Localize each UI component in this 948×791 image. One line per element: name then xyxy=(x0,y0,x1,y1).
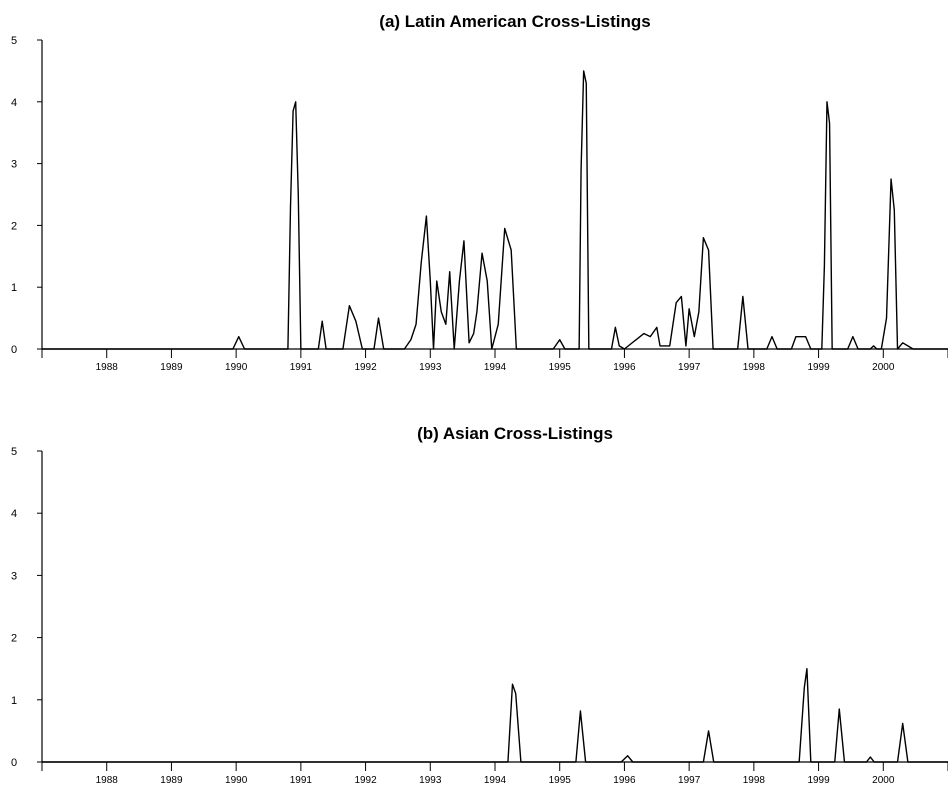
x-tick-label: 1994 xyxy=(484,362,507,373)
y-tick-label: 3 xyxy=(11,159,17,171)
series-line xyxy=(42,668,948,763)
x-tick-label: 1992 xyxy=(354,362,377,373)
x-tick-label: 1993 xyxy=(419,775,442,786)
y-tick-label: 0 xyxy=(11,344,17,356)
x-tick-label: 1997 xyxy=(678,362,701,373)
x-tick-label: 1998 xyxy=(743,362,766,373)
y-tick-label: 2 xyxy=(11,220,17,232)
chart-title: (b) Asian Cross-Listings xyxy=(417,424,613,443)
x-tick-label: 1989 xyxy=(160,775,183,786)
x-tick-label: 1994 xyxy=(484,775,507,786)
x-tick-label: 1989 xyxy=(160,362,183,373)
x-tick-label: 1992 xyxy=(354,775,377,786)
x-tick-label: 1991 xyxy=(290,775,313,786)
x-tick-label: 1988 xyxy=(96,775,119,786)
x-tick-label: 2000 xyxy=(872,775,895,786)
y-tick-label: 4 xyxy=(11,97,17,109)
y-tick-label: 0 xyxy=(11,757,17,769)
x-tick-label: 1991 xyxy=(290,362,313,373)
chart-panel-latin-american: (a) Latin American Cross-Listings 0 1 2 3 4 5… xyxy=(11,12,948,373)
y-tick-label: 2 xyxy=(11,633,17,645)
x-tick-label: 1995 xyxy=(549,362,572,373)
y-tick-label: 3 xyxy=(11,570,17,582)
x-tick-label: 1990 xyxy=(225,362,248,373)
chart-title: (a) Latin American Cross-Listings xyxy=(379,12,650,31)
x-tick-label: 2000 xyxy=(872,362,895,373)
y-tick-label: 4 xyxy=(11,508,17,520)
x-tick-label: 1993 xyxy=(419,362,442,373)
y-tick-label: 1 xyxy=(11,695,17,707)
y-tick-label: 5 xyxy=(11,35,17,47)
x-tick-label: 1988 xyxy=(96,362,119,373)
chart-panel-asian: (b) Asian Cross-Listings 0 1 2 3 4 5 1988 1989 1… xyxy=(11,424,948,786)
x-tick-label: 1990 xyxy=(225,775,248,786)
y-tick-label: 1 xyxy=(11,282,17,294)
y-tick-label: 5 xyxy=(11,446,17,458)
x-tick-label: 1999 xyxy=(807,775,830,786)
x-tick-label: 1998 xyxy=(743,775,766,786)
series-line xyxy=(42,70,948,350)
x-tick-label: 1996 xyxy=(613,362,636,373)
x-tick-label: 1997 xyxy=(678,775,701,786)
x-tick-label: 1995 xyxy=(549,775,572,786)
x-tick-label: 1996 xyxy=(613,775,636,786)
x-tick-label: 1999 xyxy=(807,362,830,373)
